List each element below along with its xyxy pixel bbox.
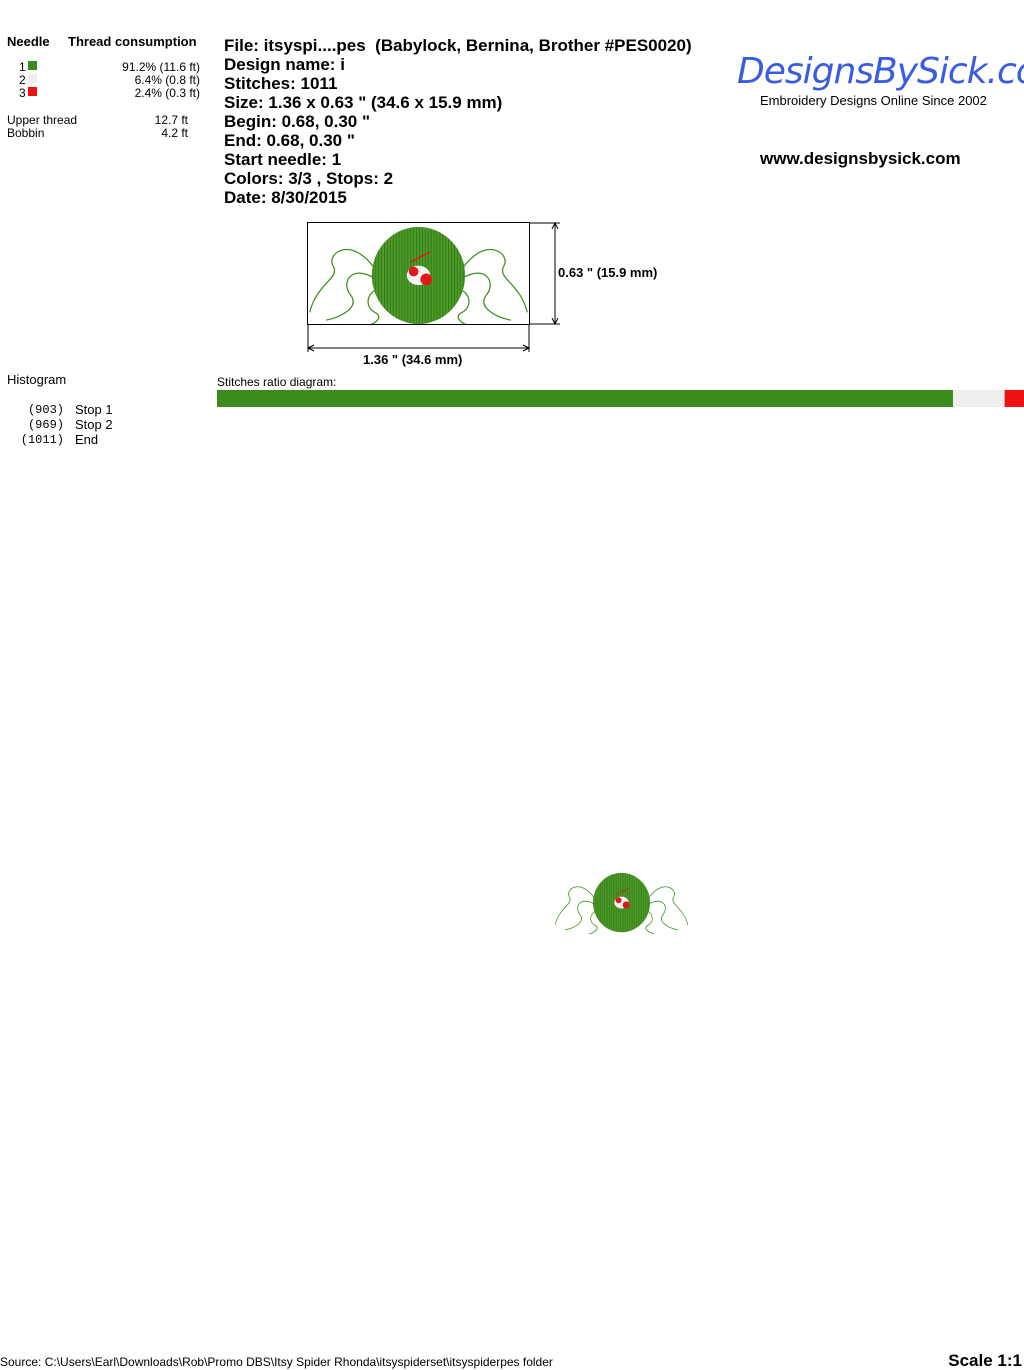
total-label: Bobbin	[7, 126, 45, 140]
total-value: 12.7 ft	[154, 113, 188, 127]
ratio-segment	[1004, 390, 1024, 407]
needle-number: 1	[19, 60, 26, 74]
logo-url: www.designsbysick.com	[760, 149, 961, 168]
preview-image	[310, 227, 528, 327]
height-label: 0.63 " (15.9 mm)	[558, 265, 657, 280]
ratio-title: Stitches ratio diagram:	[217, 375, 336, 389]
logo-brand: DesignsBySick.com	[737, 51, 1024, 92]
needle-header: Needle	[7, 34, 50, 49]
needle-consumption: 91.2% (11.6 ft)	[122, 60, 200, 74]
info-line: Date: 8/30/2015	[224, 188, 347, 207]
source-path: Source: C:\Users\Earl\Downloads\Rob\Prom…	[0, 1355, 553, 1369]
logo-tagline: Embroidery Designs Online Since 2002	[760, 93, 987, 108]
needle-swatch	[28, 74, 37, 83]
stop-count: (969)	[27, 418, 64, 432]
info-line: Start needle: 1	[224, 150, 342, 169]
info-line: Begin: 0.68, 0.30 "	[224, 112, 371, 131]
ratio-segment	[217, 390, 953, 407]
needle-swatch	[28, 61, 37, 70]
scale-label: Scale 1:1	[948, 1351, 1022, 1370]
width-label: 1.36 " (34.6 mm)	[363, 352, 462, 367]
stop-label: Stop 1	[75, 402, 113, 417]
dim-arrow	[306, 344, 531, 352]
info-line: File: itsyspi....pes (Babylock, Bernina,…	[224, 36, 692, 55]
needle-consumption: 2.4% (0.3 ft)	[134, 86, 200, 100]
info-line: End: 0.68, 0.30 "	[224, 131, 355, 150]
needle-number: 2	[19, 73, 26, 87]
consumption-header: Thread consumption	[68, 34, 197, 49]
info-line: Size: 1.36 x 0.63 " (34.6 x 15.9 mm)	[224, 93, 503, 112]
needle-consumption: 6.4% (0.8 ft)	[134, 73, 200, 87]
total-value: 4.2 ft	[161, 126, 188, 140]
needle-swatch	[28, 87, 37, 96]
stop-label: End	[75, 432, 99, 447]
ratio-segment	[952, 390, 1005, 407]
ratio-bar	[217, 390, 1024, 407]
stop-count: (903)	[27, 403, 64, 417]
stop-label: Stop 2	[75, 417, 113, 432]
dim-arrow	[551, 221, 559, 326]
info-line: Design name: i	[224, 55, 345, 74]
design-info: File: itsyspi....pes (Babylock, Bernina,…	[224, 36, 692, 207]
preview-frame	[307, 222, 530, 325]
needle-number: 3	[19, 86, 26, 100]
info-line: Stitches: 1011	[224, 74, 338, 93]
info-line: Colors: 3/3 , Stops: 2	[224, 169, 394, 188]
actual-size-image	[555, 872, 688, 935]
histogram-title: Histogram	[7, 372, 67, 387]
total-label: Upper thread	[7, 113, 78, 127]
stop-count: (1011)	[20, 433, 64, 447]
